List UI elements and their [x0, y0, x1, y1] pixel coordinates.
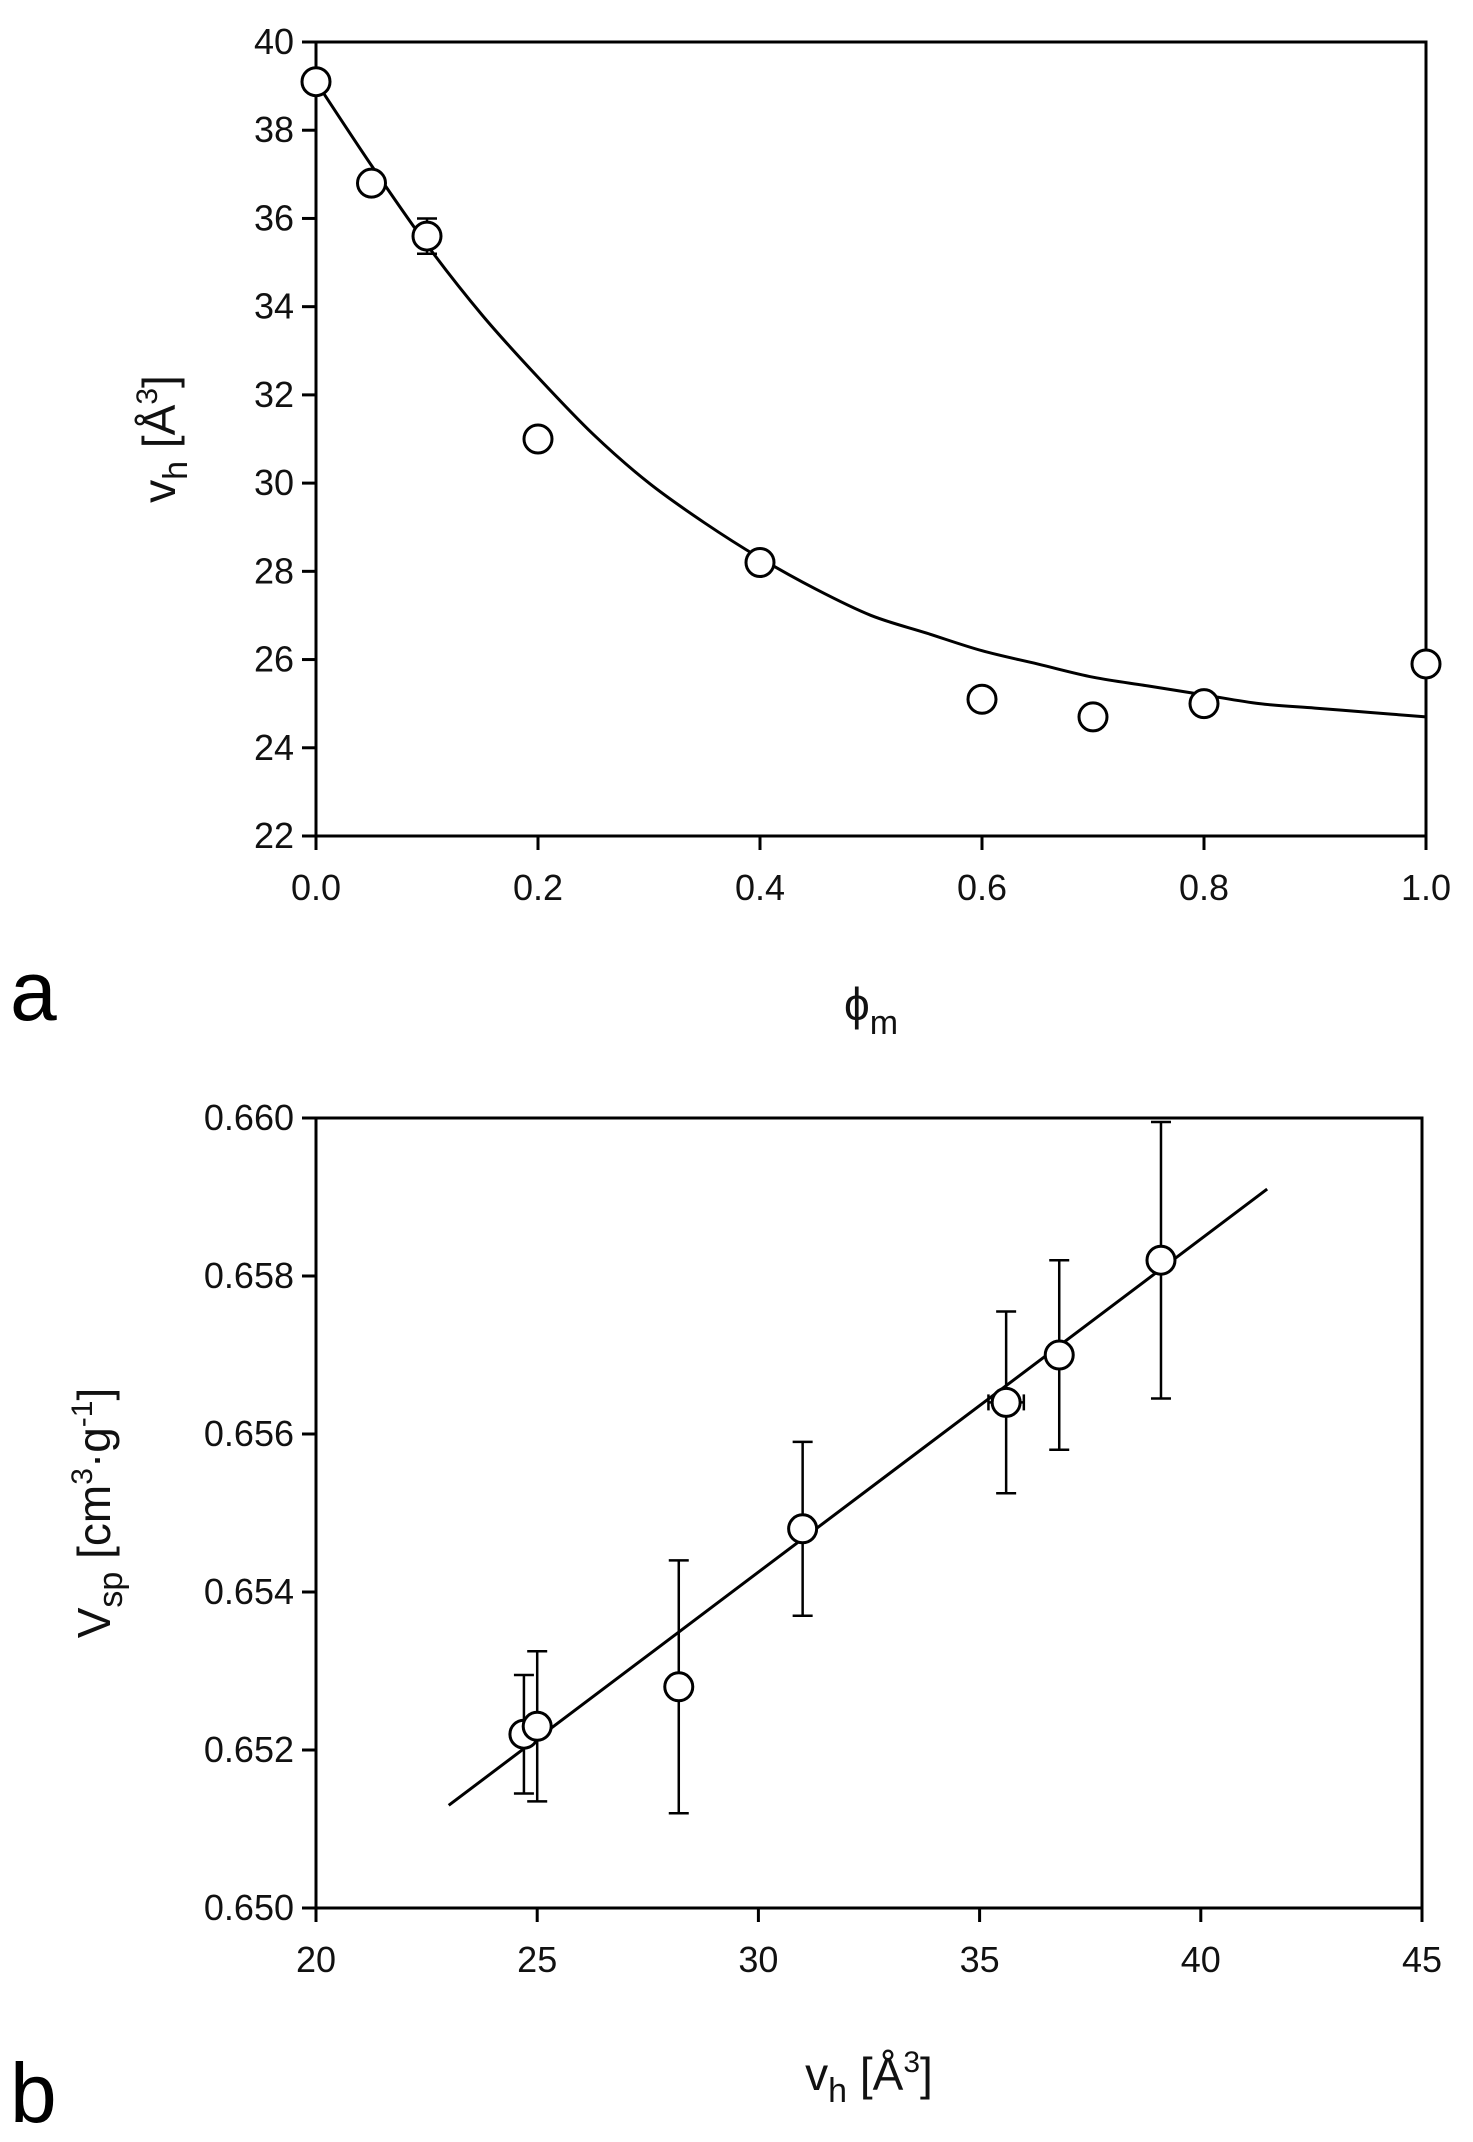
x-tick-label: 1.0 [1401, 867, 1451, 908]
y-tick-label: 0.660 [204, 1097, 294, 1138]
panel-label-b: b [10, 2046, 57, 2140]
y-axis-ticks-b: 0.650 0.652 0.654 0.656 0.658 0.660 [204, 1097, 316, 1928]
y-tick-label: 0.654 [204, 1571, 294, 1612]
data-point [787, 1513, 819, 1545]
x-axis-label-b: vh [Å3] [805, 2046, 933, 2110]
x-tick-label: 45 [1402, 1939, 1442, 1980]
panel-label-a: a [10, 944, 57, 1038]
fit-curve [314, 80, 1427, 719]
x-tick-label: 25 [517, 1939, 557, 1980]
y-tick-label: 28 [254, 550, 294, 591]
x-tick-label: 30 [738, 1939, 778, 1980]
x-tick-label: 40 [1181, 1939, 1221, 1980]
data-point [663, 1671, 695, 1703]
x-tick-label: 0.8 [1179, 867, 1229, 908]
data-point [522, 423, 554, 455]
fit-line-b [447, 1187, 1269, 1807]
data-point [411, 220, 443, 252]
data-points-b [508, 1120, 1177, 1815]
data-point [1043, 1339, 1075, 1371]
y-axis-ticks-a: 22 24 26 28 30 32 34 36 38 40 [254, 21, 316, 856]
y-tick-label: 0.650 [204, 1887, 294, 1928]
y-tick-label: 0.652 [204, 1729, 294, 1770]
data-point [300, 66, 332, 98]
x-tick-label: 0.0 [291, 867, 341, 908]
data-point [744, 547, 776, 579]
x-tick-label: 0.4 [735, 867, 785, 908]
y-tick-label: 34 [254, 286, 294, 327]
data-point [521, 1710, 553, 1742]
x-tick-label: 35 [960, 1939, 1000, 1980]
data-point [356, 167, 387, 199]
plot-frame-a [314, 40, 1428, 838]
y-axis-label-b: Vsp [cm3·g-1] [66, 1388, 130, 1639]
y-tick-label: 22 [254, 815, 294, 856]
y-tick-label: 40 [254, 21, 294, 62]
x-tick-label: 0.2 [513, 867, 563, 908]
y-tick-label: 26 [254, 639, 294, 680]
x-axis-ticks-b: 20 25 30 35 40 45 [296, 1908, 1442, 1980]
data-point [1410, 648, 1442, 680]
chart-panel-b: 0.650 0.652 0.654 0.656 0.658 0.660 20 25 30 35 4… [10, 1097, 1442, 2140]
y-tick-label: 32 [254, 374, 294, 415]
fit-curve-a [314, 80, 1427, 719]
data-point [990, 1386, 1022, 1418]
y-tick-label: 30 [254, 462, 294, 503]
x-axis-ticks-a: 0.0 0.2 0.4 0.6 0.8 1.0 [291, 836, 1451, 908]
x-axis-label-a: ϕm [844, 978, 898, 1042]
data-point [1188, 688, 1220, 720]
y-axis-label-a: vh [Å3] [131, 375, 195, 503]
x-tick-label: 20 [296, 1939, 336, 1980]
y-tick-label: 38 [254, 109, 294, 150]
y-tick-label: 0.658 [204, 1255, 294, 1296]
x-tick-label: 0.6 [957, 867, 1007, 908]
data-point [966, 683, 998, 715]
data-point [1145, 1244, 1177, 1276]
plot-frame-b [314, 1116, 1424, 1910]
fit-line [447, 1187, 1269, 1807]
y-tick-label: 0.656 [204, 1413, 294, 1454]
y-tick-label: 24 [254, 727, 294, 768]
data-point [1077, 701, 1109, 733]
data-points-a [300, 66, 1442, 733]
y-tick-label: 36 [254, 197, 294, 238]
